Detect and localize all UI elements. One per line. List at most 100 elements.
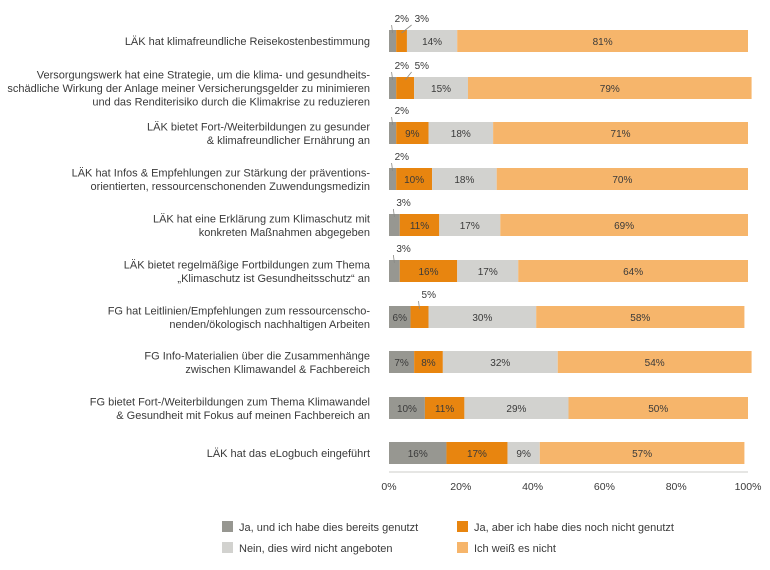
x-tick-label: 100% — [735, 481, 762, 493]
bar-segment — [414, 77, 468, 99]
legend-swatch — [457, 521, 468, 532]
bar-segment — [410, 306, 429, 328]
legend-label: Ich weiß es nicht — [474, 543, 556, 555]
data-label: 57% — [632, 449, 652, 460]
bar-segment — [389, 397, 425, 419]
category-label: & Gesundheit mit Fokus auf meinen Fachbe… — [116, 410, 370, 422]
data-label: 2% — [395, 61, 410, 72]
legend: Ja, und ich habe dies bereits genutzt Ja,… — [222, 521, 674, 555]
bar-segment — [446, 442, 508, 464]
category-label: & klimafreundlicher Ernährung an — [207, 135, 370, 147]
value-labels: 14% 81% 2% 3% 15% 79% 2% 5% 9% 18% 71% 2% 10% 18% 70% 2… — [391, 14, 668, 460]
leader-line — [391, 116, 393, 126]
data-label: 54% — [645, 358, 665, 369]
data-label: 5% — [415, 61, 430, 72]
bar-segment — [439, 214, 501, 236]
legend-swatch — [457, 542, 468, 553]
category-label: „Klimaschutz ist Gesundheitsschutz“ an — [177, 273, 370, 285]
category-label: LÄK hat klimafreundliche Reisekostenbest… — [125, 36, 370, 48]
bar-segment — [464, 397, 569, 419]
bar-segment — [557, 351, 752, 373]
data-label: 3% — [396, 198, 411, 209]
bar-segment — [424, 397, 465, 419]
data-label: 70% — [612, 175, 632, 186]
bar-segment — [389, 351, 415, 373]
leader-line — [391, 24, 393, 34]
data-label: 16% — [418, 267, 438, 278]
bar-segment — [536, 306, 745, 328]
bar-segment — [389, 122, 397, 144]
data-label: 10% — [404, 175, 424, 186]
category-label: LÄK bietet Fort-/Weiterbildungen zu gesu… — [147, 121, 370, 133]
data-label: 69% — [614, 221, 634, 232]
data-label: 17% — [467, 449, 487, 460]
category-label: zwischen Klimawandel & Fachbereich — [185, 364, 370, 376]
data-label: 6% — [393, 313, 408, 324]
category-label: LÄK bietet regelmäßige Fortbildungen zum… — [124, 259, 371, 271]
x-tick-label: 20% — [450, 481, 471, 493]
bar-segment — [568, 397, 748, 419]
data-label: 81% — [593, 37, 613, 48]
data-label: 15% — [431, 84, 451, 95]
data-label: 50% — [648, 404, 668, 415]
data-label: 11% — [410, 221, 429, 232]
data-label: 17% — [460, 221, 480, 232]
data-label: 30% — [472, 313, 492, 324]
data-label: 2% — [395, 152, 410, 163]
leader-line — [392, 254, 395, 264]
data-label: 71% — [611, 129, 631, 140]
legend-label: Ja, aber ich habe dies noch nicht genutz… — [474, 522, 674, 534]
x-tick-label: 60% — [594, 481, 615, 493]
category-label: nenden/ökologisch nachhaltigen Arbeiten — [169, 319, 370, 331]
data-label: 18% — [454, 175, 474, 186]
legend-swatch — [222, 521, 233, 532]
bar-segment — [457, 30, 748, 52]
data-label: 29% — [506, 404, 526, 415]
bar-segment — [507, 442, 540, 464]
bar-segment — [467, 77, 752, 99]
bar-segment — [389, 214, 400, 236]
x-tick-label: 0% — [381, 481, 396, 493]
bar-segment — [428, 306, 537, 328]
data-label: 58% — [630, 313, 650, 324]
data-label: 79% — [600, 84, 620, 95]
bar-segment — [389, 442, 447, 464]
legend-label: Ja, und ich habe dies bereits genutzt — [239, 522, 418, 534]
bar-segment — [518, 260, 748, 282]
bar-segment — [442, 351, 558, 373]
category-labels: LÄK hat klimafreundliche Reisekostenbest… — [7, 36, 370, 460]
data-label: 5% — [422, 290, 437, 301]
bar-segment — [493, 122, 748, 144]
x-tick-label: 40% — [522, 481, 543, 493]
legend-swatch — [222, 542, 233, 553]
data-label: 18% — [451, 129, 471, 140]
bar-segment — [428, 122, 494, 144]
category-label: schädliche Wirkung der Anlage meiner Ver… — [7, 83, 370, 95]
bar-segment — [457, 260, 519, 282]
bar-segment — [396, 77, 415, 99]
category-label: LÄK hat Infos & Empfehlungen zur Stärkun… — [72, 167, 371, 179]
bar-segment — [414, 351, 443, 373]
data-label: 17% — [478, 267, 498, 278]
category-label: FG bietet Fort-/Weiterbildungen zum Them… — [90, 396, 370, 408]
bar-segment — [396, 30, 407, 52]
data-label: 2% — [395, 14, 410, 25]
category-label: FG hat Leitlinien/Empfehlungen zum resso… — [108, 305, 371, 317]
bar-segment — [500, 214, 748, 236]
bar-segment — [432, 168, 497, 190]
bar-segment — [399, 260, 458, 282]
bar-segment — [396, 168, 433, 190]
leader-line — [401, 24, 412, 34]
bar-segment — [389, 30, 397, 52]
data-label: 3% — [415, 14, 430, 25]
data-label: 32% — [490, 358, 510, 369]
data-label: 14% — [422, 37, 442, 48]
category-label: LÄK hat eine Erklärung zum Klimaschutz m… — [153, 213, 370, 225]
data-label: 3% — [396, 244, 411, 255]
bar-segment — [406, 30, 458, 52]
x-tick-label: 80% — [666, 481, 687, 493]
bar-segment — [496, 168, 748, 190]
leader-line — [418, 300, 420, 310]
bar-segment — [396, 122, 429, 144]
bar-segment — [389, 306, 411, 328]
